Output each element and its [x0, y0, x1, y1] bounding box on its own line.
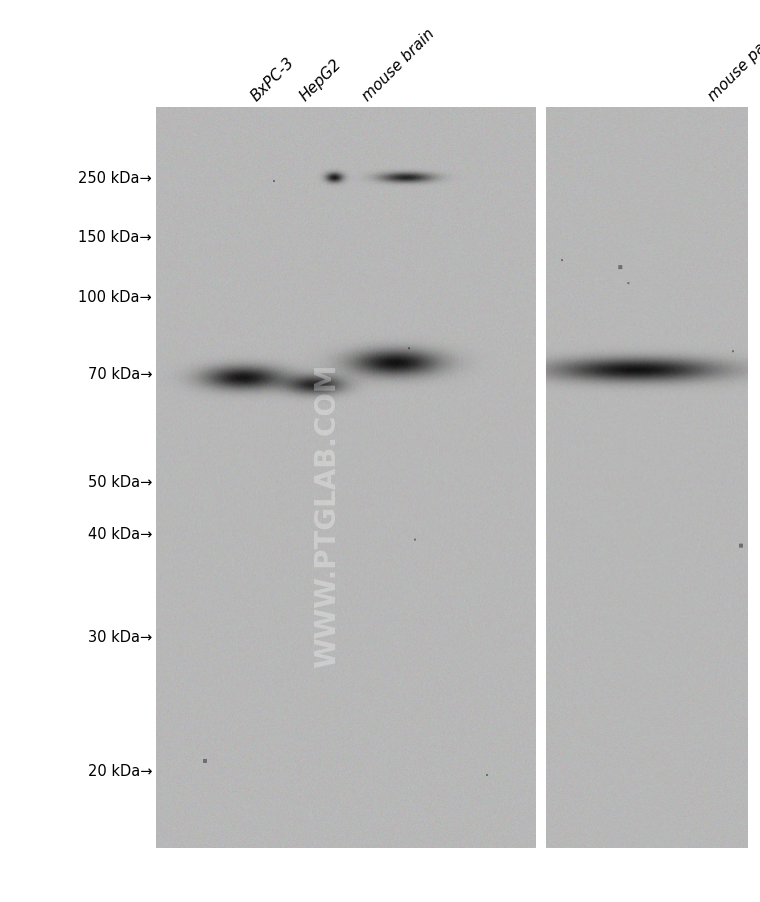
Text: 20 kDa→: 20 kDa→: [87, 763, 152, 778]
Text: 70 kDa→: 70 kDa→: [87, 367, 152, 382]
Text: 100 kDa→: 100 kDa→: [78, 290, 152, 304]
Text: WWW.PTGLAB.COM: WWW.PTGLAB.COM: [313, 363, 340, 667]
Text: HepG2: HepG2: [297, 56, 344, 104]
Text: BxPC-3: BxPC-3: [248, 54, 297, 104]
Text: 50 kDa→: 50 kDa→: [87, 474, 152, 489]
Text: 40 kDa→: 40 kDa→: [87, 526, 152, 541]
Text: 150 kDa→: 150 kDa→: [78, 230, 152, 245]
Text: mouse brain: mouse brain: [360, 26, 438, 104]
Text: 30 kDa→: 30 kDa→: [87, 630, 152, 645]
Text: mouse pancreas: mouse pancreas: [705, 4, 760, 104]
Text: 250 kDa→: 250 kDa→: [78, 171, 152, 186]
